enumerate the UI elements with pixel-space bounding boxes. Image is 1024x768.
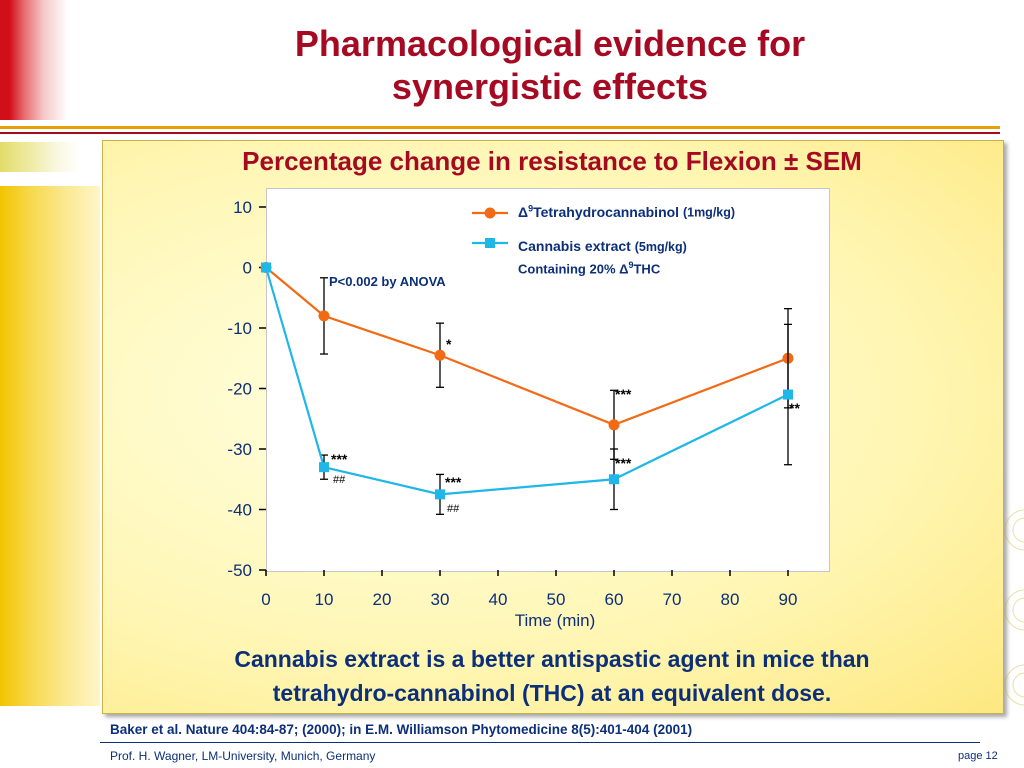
x-tick-label: 70 bbox=[663, 590, 682, 609]
footer-author: Prof. H. Wagner, LM-University, Munich, … bbox=[110, 749, 376, 763]
x-tick-label: 30 bbox=[431, 590, 450, 609]
sig-extract-10: *** bbox=[331, 451, 348, 467]
y-tick-label: 0 bbox=[243, 259, 252, 278]
legend-extract-label: Cannabis extract (5mg/kg) bbox=[518, 238, 687, 254]
legend-thc-label: Δ9Tetrahydrocannabinol (1mg/kg) bbox=[518, 203, 735, 220]
slide-title-line2: synergistic effects bbox=[391, 66, 709, 107]
conclusion-line2: tetrahydro-cannabinol (THC) at an equiva… bbox=[272, 680, 832, 706]
y-tick-label: -40 bbox=[227, 501, 252, 520]
decorative-red-strip bbox=[0, 0, 80, 120]
x-tick-label: 10 bbox=[315, 590, 334, 609]
x-tick-label: 80 bbox=[721, 590, 740, 609]
data-point-thc bbox=[318, 310, 330, 322]
x-tick-label: 50 bbox=[547, 590, 566, 609]
sig-extract-10-hash: ## bbox=[333, 474, 346, 486]
legend-thc-dose: (1mg/kg) bbox=[682, 205, 736, 220]
sig-extract-60: *** bbox=[615, 455, 632, 471]
data-point-extract bbox=[783, 389, 793, 400]
sig-extract-90: ** bbox=[789, 400, 800, 416]
conclusion-line1: Cannabis extract is a better antispastic… bbox=[234, 646, 870, 672]
legend-thc-name: Δ9Tetrahydrocannabinol bbox=[518, 203, 680, 220]
reference-citation: Baker et al. Nature 404:84-87; (2000); i… bbox=[110, 722, 693, 737]
y-tick-label: -50 bbox=[227, 561, 252, 580]
plot-area bbox=[266, 188, 830, 572]
anova-annotation: P<0.002 by ANOVA bbox=[329, 274, 446, 289]
decorative-yellow-strip bbox=[0, 186, 100, 706]
x-tick-label: 20 bbox=[373, 590, 392, 609]
sig-extract-30-hash: ## bbox=[447, 503, 460, 515]
decorative-yellow-strip-small bbox=[0, 142, 80, 172]
legend-extract-note: Containing 20% Δ9THC bbox=[518, 260, 661, 277]
footer-divider bbox=[100, 742, 980, 743]
x-tick-label: 40 bbox=[489, 590, 508, 609]
data-point-thc bbox=[608, 419, 620, 431]
title-divider-red bbox=[0, 132, 1000, 134]
y-tick-label: -20 bbox=[227, 380, 252, 399]
x-tick-label: 90 bbox=[779, 590, 798, 609]
legend-thc-marker bbox=[484, 207, 496, 219]
y-tick-label: -10 bbox=[227, 319, 252, 338]
data-point-extract bbox=[261, 262, 271, 273]
sig-thc-30: * bbox=[446, 336, 452, 352]
sig-thc-60: *** bbox=[615, 386, 632, 402]
page-number: page 12 bbox=[958, 750, 998, 762]
data-point-extract bbox=[609, 474, 619, 485]
x-axis-title: Time (min) bbox=[514, 611, 596, 630]
slide-title: Pharmacological evidence for synergistic… bbox=[150, 22, 950, 108]
x-tick-label: 60 bbox=[605, 590, 624, 609]
data-point-extract bbox=[319, 462, 329, 473]
panel-title: Percentage change in resistance to Flexi… bbox=[242, 146, 862, 176]
slide-title-line1: Pharmacological evidence for bbox=[294, 23, 806, 64]
data-point-thc bbox=[434, 349, 446, 361]
decorative-pattern bbox=[1004, 509, 1024, 706]
y-tick-label: -30 bbox=[227, 440, 252, 459]
data-point-extract bbox=[435, 489, 445, 500]
sig-extract-30: *** bbox=[445, 474, 462, 490]
legend-extract-dose: (5mg/kg) bbox=[634, 240, 687, 254]
legend-extract-name: Cannabis extract bbox=[518, 238, 631, 254]
y-tick-label: 10 bbox=[233, 198, 252, 217]
title-divider-orange bbox=[0, 126, 1000, 129]
x-tick-label: 0 bbox=[261, 590, 270, 609]
conclusion-text: Cannabis extract is a better antispastic… bbox=[102, 642, 1002, 710]
legend-extract-marker bbox=[485, 238, 495, 248]
series-line-thc bbox=[265, 266, 789, 426]
